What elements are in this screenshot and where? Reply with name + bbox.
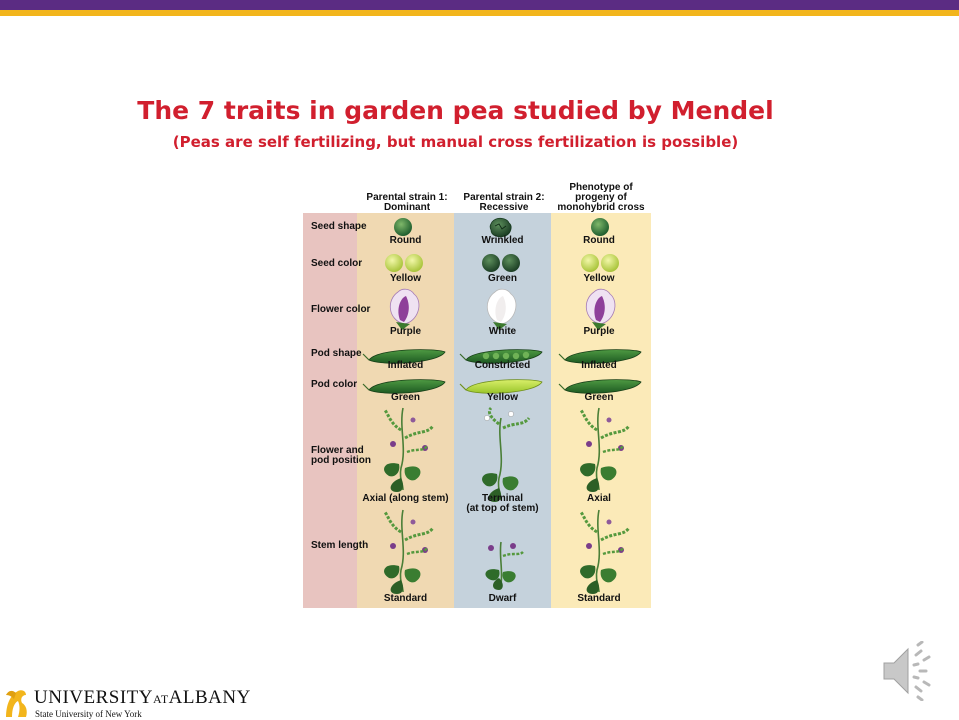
caption-line: Green bbox=[584, 392, 614, 403]
trait-label-stem-length: Stem length bbox=[311, 541, 368, 551]
logo-wordmark: UNIVERSITYATALBANY bbox=[34, 687, 251, 709]
progeny-caption: Inflated bbox=[551, 361, 647, 371]
header-parental-2-line: Parental strain 2: bbox=[463, 192, 545, 203]
dominant-caption: Axial (along stem) bbox=[357, 494, 454, 504]
trait-label-line: Seed color bbox=[311, 258, 363, 269]
trait-label-line: Stem length bbox=[311, 540, 369, 551]
header-parental-2-line: Recessive bbox=[479, 202, 529, 213]
recessive-caption: Dwarf bbox=[454, 594, 551, 604]
logo-subtitle: State University of New York bbox=[35, 709, 142, 719]
caption-line: Inflated bbox=[581, 360, 617, 371]
trait-label-flower-color: Flower color bbox=[311, 305, 370, 315]
speaker-icon[interactable] bbox=[878, 641, 940, 701]
header-progeny-line: Phenotype of bbox=[569, 182, 633, 193]
trait-label-pod-color: Pod color bbox=[311, 380, 357, 390]
dominant-caption: Standard bbox=[357, 594, 454, 604]
caption-line: Terminal bbox=[482, 493, 523, 504]
caption-line: Constricted bbox=[474, 360, 531, 371]
dominant-caption: Inflated bbox=[357, 361, 454, 371]
recessive-caption: White bbox=[454, 327, 551, 337]
top-purple-bar bbox=[0, 0, 959, 10]
recessive-caption: Green bbox=[454, 274, 551, 284]
progeny-column bbox=[551, 213, 651, 608]
caption-line: Wrinkled bbox=[481, 235, 524, 246]
caption-line: White bbox=[488, 326, 517, 337]
caption-line: Yellow bbox=[583, 273, 615, 284]
progeny-caption: Green bbox=[551, 393, 647, 403]
minerva-icon bbox=[6, 690, 27, 717]
trait-label-line: Pod shape bbox=[311, 348, 362, 359]
trait-label-line: Seed shape bbox=[311, 221, 367, 232]
trait-label-line: Flower and bbox=[311, 445, 364, 456]
caption-line: Dwarf bbox=[488, 593, 517, 604]
dominant-caption: Purple bbox=[357, 327, 454, 337]
trait-label-seed-color: Seed color bbox=[311, 259, 362, 269]
trait-label-pod-shape: Pod shape bbox=[311, 349, 362, 359]
top-gold-bar bbox=[0, 10, 959, 16]
header-progeny: Phenotype of progeny of monohybrid cross bbox=[549, 183, 653, 213]
logo-university: UNIVERSITY bbox=[34, 687, 153, 708]
trait-label-line: pod position bbox=[311, 455, 371, 466]
caption-line: Purple bbox=[583, 326, 615, 337]
trait-illustrations bbox=[362, 217, 642, 596]
caption-line: (at top of stem) bbox=[466, 503, 539, 514]
slide-subtitle: (Peas are self fertilizing, but manual c… bbox=[172, 133, 739, 151]
header-progeny-line: progeny of bbox=[575, 192, 627, 203]
progeny-caption: Round bbox=[551, 236, 647, 246]
caption-line: Green bbox=[488, 273, 517, 284]
logo-albany: ALBANY bbox=[168, 687, 251, 708]
trait-label-seed-shape: Seed shape bbox=[311, 222, 367, 232]
recessive-column bbox=[454, 213, 551, 608]
recessive-caption: Yellow bbox=[454, 393, 551, 403]
header-parental-1-line: Parental strain 1: bbox=[366, 192, 448, 203]
caption-line: Round bbox=[389, 235, 422, 246]
dominant-caption: Yellow bbox=[357, 274, 454, 284]
caption-line: Yellow bbox=[389, 273, 422, 284]
slide-title: The 7 traits in garden pea studied by Me… bbox=[137, 96, 774, 125]
recessive-caption: Wrinkled bbox=[454, 236, 551, 246]
progeny-caption: Standard bbox=[551, 594, 647, 604]
caption-line: Standard bbox=[383, 593, 428, 604]
logo-at: AT bbox=[153, 692, 169, 706]
dominant-caption: Round bbox=[357, 236, 454, 246]
progeny-caption: Yellow bbox=[551, 274, 647, 284]
caption-line: Standard bbox=[577, 593, 621, 604]
header-parental-1-line: Dominant bbox=[383, 202, 431, 213]
dominant-caption: Green bbox=[357, 393, 454, 403]
caption-line: Round bbox=[583, 235, 615, 246]
trait-column bbox=[303, 213, 357, 608]
recessive-caption: Terminal (at top of stem) bbox=[454, 494, 551, 514]
caption-line: Yellow bbox=[486, 392, 519, 403]
caption-line: Green bbox=[391, 392, 420, 403]
trait-label-line: Flower color bbox=[311, 304, 371, 315]
progeny-caption: Axial bbox=[551, 494, 647, 504]
trait-label-line: Pod color bbox=[311, 379, 358, 390]
header-progeny-line: monohybrid cross bbox=[557, 202, 645, 213]
mendel-traits-figure: Parental strain 1: Dominant Parental str… bbox=[303, 180, 651, 608]
caption-line: Inflated bbox=[387, 360, 424, 371]
dominant-column bbox=[357, 213, 454, 608]
header-parental-2: Parental strain 2: Recessive bbox=[455, 193, 553, 213]
recessive-caption: Constricted bbox=[454, 361, 551, 371]
university-logo: UNIVERSITYATALBANY State University of N… bbox=[0, 686, 270, 720]
caption-line: Axial bbox=[587, 493, 611, 504]
progeny-caption: Purple bbox=[551, 327, 647, 337]
caption-line: Purple bbox=[389, 326, 422, 337]
trait-label-flower-pod-position: Flower and pod position bbox=[311, 446, 371, 466]
header-parental-1: Parental strain 1: Dominant bbox=[359, 193, 455, 213]
caption-line: Axial (along stem) bbox=[362, 493, 449, 504]
